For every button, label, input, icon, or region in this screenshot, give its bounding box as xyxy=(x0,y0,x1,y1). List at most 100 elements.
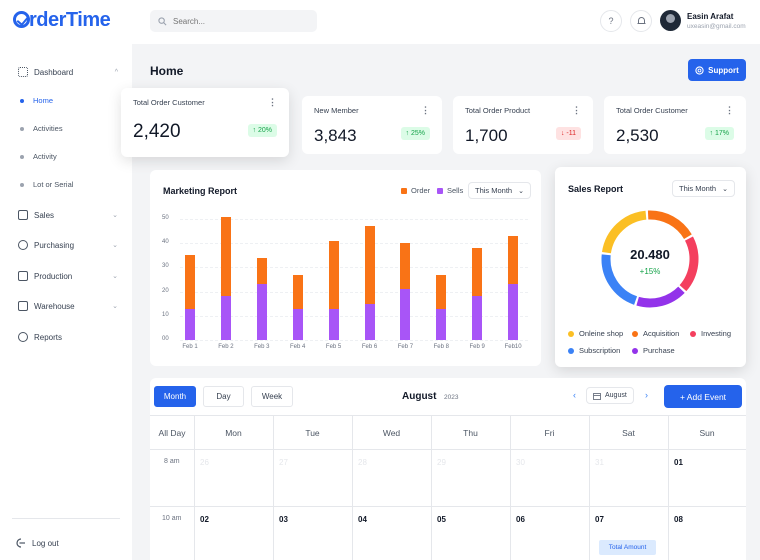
time-label: 10 am xyxy=(162,515,182,522)
donut-slice-subscription[interactable] xyxy=(601,254,638,305)
logout-button[interactable]: Log out xyxy=(16,538,116,548)
calendar-date[interactable]: 07 xyxy=(595,515,604,524)
logout-icon xyxy=(16,538,25,548)
legend-order: Order xyxy=(401,186,430,195)
bar-sells[interactable] xyxy=(256,284,267,340)
x-tick-label: Feb 1 xyxy=(182,344,198,350)
more-icon[interactable]: ⋮ xyxy=(572,105,581,115)
more-icon[interactable]: ⋮ xyxy=(725,105,734,115)
bar-sells[interactable] xyxy=(364,303,375,340)
donut-slice-investing[interactable] xyxy=(679,236,699,292)
avatar[interactable] xyxy=(660,10,681,31)
calendar-date[interactable]: 03 xyxy=(279,515,288,524)
bar-sells[interactable] xyxy=(472,296,483,340)
sidebar-item-purchasing[interactable]: Purchasing ⌄ xyxy=(18,240,118,250)
stat-title: Total Order Customer xyxy=(133,98,205,107)
day-header-wed: Wed xyxy=(382,428,401,438)
bar-order[interactable] xyxy=(220,216,231,297)
bar-order[interactable] xyxy=(364,226,375,304)
calendar-date[interactable]: 08 xyxy=(674,515,683,524)
sidebar-item-activities[interactable]: Activities xyxy=(20,124,63,133)
search-icon xyxy=(158,16,167,25)
help-icon[interactable]: ? xyxy=(600,10,622,32)
bar-sells[interactable] xyxy=(185,308,195,340)
donut-slice-acquisition[interactable] xyxy=(647,210,692,240)
user-email: uxeasin@gmail.com xyxy=(687,23,746,30)
calendar-date[interactable]: 05 xyxy=(437,515,446,524)
notification-bell-icon[interactable] xyxy=(630,10,652,32)
calendar-event[interactable]: Total Amount xyxy=(599,540,656,555)
next-month-icon[interactable]: › xyxy=(645,390,648,400)
calendar-date[interactable]: 06 xyxy=(516,515,525,524)
stat-value: 1,700 xyxy=(465,126,508,145)
x-tick-label: Feb 2 xyxy=(218,344,234,350)
sidebar-item-production[interactable]: Production ⌄ xyxy=(18,271,118,281)
app-logo[interactable]: rderTime xyxy=(13,9,111,32)
grid-line xyxy=(352,415,353,560)
bar-sells[interactable] xyxy=(292,308,303,340)
donut-slice-purchase[interactable] xyxy=(636,286,685,308)
more-icon[interactable]: ⋮ xyxy=(268,97,277,107)
stat-card-total-order-product: Total Order Product ⋮ 1,700 ↓ -11 xyxy=(453,96,593,154)
sidebar-item-dashboard[interactable]: Dashboard ^ xyxy=(18,67,118,77)
calendar-date[interactable]: 01 xyxy=(674,458,683,467)
calendar-date[interactable]: 29 xyxy=(437,458,446,467)
sidebar-item-home[interactable]: Home xyxy=(20,96,53,105)
calendar-date[interactable]: 04 xyxy=(358,515,367,524)
bar-order[interactable] xyxy=(292,274,303,309)
stat-card-total-order-customer: Total Order Customer ⋮ 2,420 ↑ 20% xyxy=(121,88,289,157)
donut-slice-onleine-shop[interactable] xyxy=(602,210,647,254)
calendar-date[interactable]: 28 xyxy=(358,458,367,467)
more-icon[interactable]: ⋮ xyxy=(421,105,430,115)
bar-order[interactable] xyxy=(328,240,339,309)
day-header-sun: Sun xyxy=(699,428,715,438)
bar-order[interactable] xyxy=(256,257,267,285)
sidebar-item-activity[interactable]: Activity xyxy=(20,152,57,161)
sales-period-select[interactable]: This Month ⌄ xyxy=(672,180,735,197)
calendar-date[interactable]: 26 xyxy=(200,458,209,467)
legend-sells: Sells xyxy=(437,186,463,195)
legend-acquisition: Acquisition xyxy=(632,329,679,338)
tab-day[interactable]: Day xyxy=(203,386,244,407)
support-button[interactable]: Support xyxy=(688,59,746,81)
grid-line xyxy=(431,415,432,560)
bar-order[interactable] xyxy=(508,235,519,285)
search-box[interactable] xyxy=(150,10,317,32)
sales-report-title: Sales Report xyxy=(568,184,624,194)
y-tick-label: 40 xyxy=(162,239,169,246)
bar-order[interactable] xyxy=(472,248,483,297)
bar-order[interactable] xyxy=(185,255,195,309)
sidebar-item-sales[interactable]: Sales ⌄ xyxy=(18,210,118,220)
bar-sells[interactable] xyxy=(436,308,447,340)
bar-sells[interactable] xyxy=(328,308,339,340)
calendar-date[interactable]: 27 xyxy=(279,458,288,467)
day-header-sat: Sat xyxy=(622,428,635,438)
prev-month-icon[interactable]: ‹ xyxy=(573,390,576,400)
tab-week[interactable]: Week xyxy=(251,386,293,407)
grid-line xyxy=(150,449,746,450)
marketing-period-select[interactable]: This Month ⌄ xyxy=(468,182,531,199)
bullet-icon xyxy=(20,154,24,159)
grid-line xyxy=(273,415,274,560)
calendar-date[interactable]: 30 xyxy=(516,458,525,467)
y-tick-label: 30 xyxy=(162,263,169,270)
sales-donut-chart xyxy=(601,210,699,308)
tab-month[interactable]: Month xyxy=(154,386,196,407)
reports-pie-icon xyxy=(18,332,28,342)
month-picker[interactable]: August xyxy=(586,387,634,404)
sidebar-item-warehouse[interactable]: Warehouse ⌄ xyxy=(18,301,118,311)
sidebar-item-reports[interactable]: Reports xyxy=(18,332,118,342)
sidebar-item-lot-serial[interactable]: Lot or Serial xyxy=(20,180,73,189)
add-event-button[interactable]: + Add Event xyxy=(664,385,742,408)
bar-sells[interactable] xyxy=(400,289,411,340)
calendar-date[interactable]: 02 xyxy=(200,515,209,524)
bar-order[interactable] xyxy=(400,243,411,290)
bar-sells[interactable] xyxy=(508,284,519,340)
stat-title: Total Order Customer xyxy=(616,106,688,115)
chevron-down-icon: ⌄ xyxy=(112,303,118,310)
search-input[interactable] xyxy=(173,16,303,26)
calendar-date[interactable]: 31 xyxy=(595,458,604,467)
gridline xyxy=(180,315,528,317)
bar-order[interactable] xyxy=(436,274,447,309)
bar-sells[interactable] xyxy=(220,296,231,340)
